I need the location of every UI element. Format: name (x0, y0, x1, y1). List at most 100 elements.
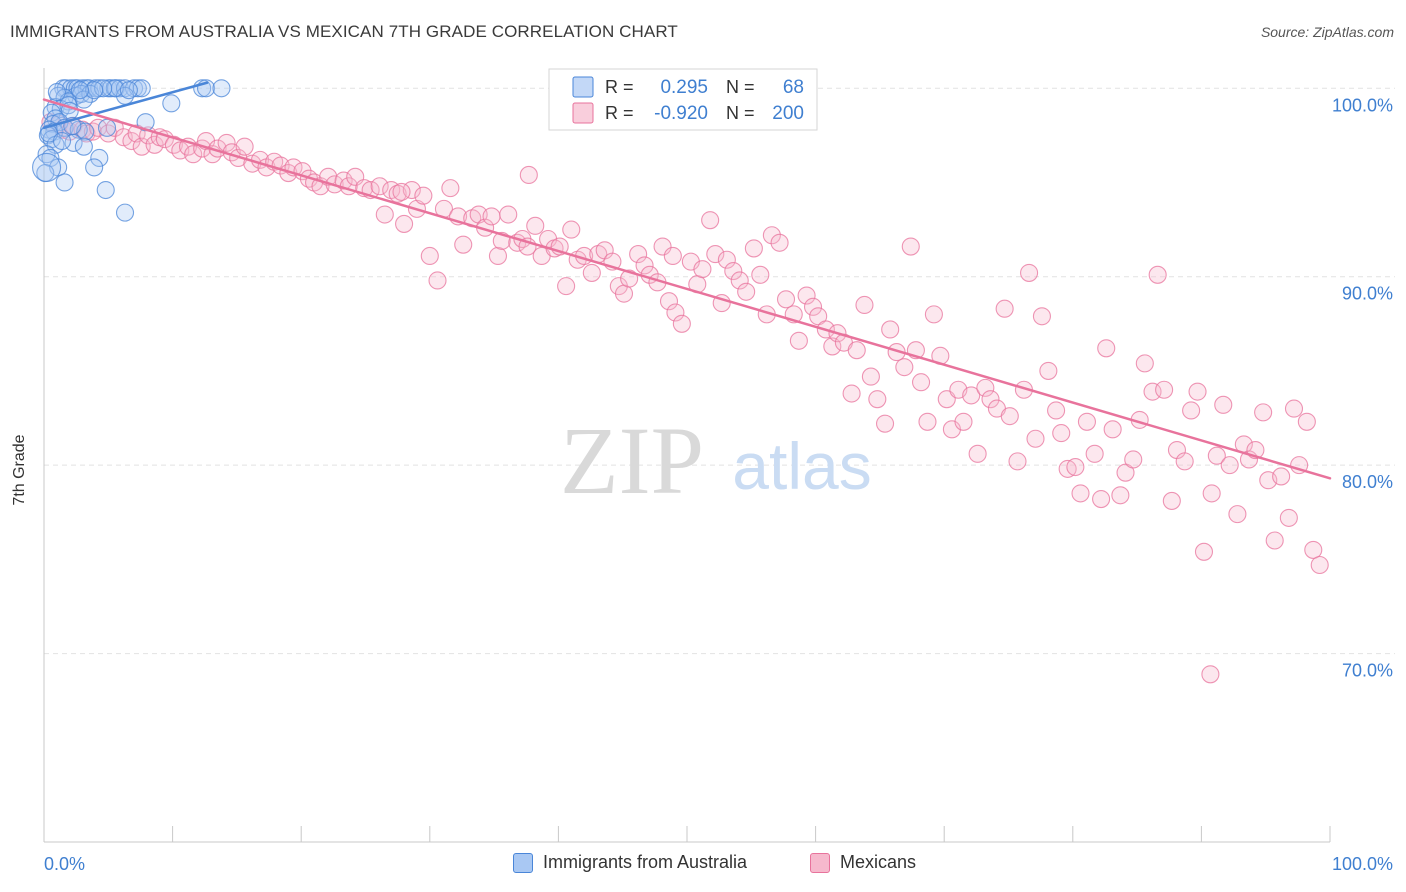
data-point-mexicans (895, 358, 914, 377)
data-point-mexicans (861, 367, 880, 386)
data-point-mexicans (562, 220, 581, 239)
watermark-atlas: atlas (732, 429, 871, 503)
data-point-mexicans (1265, 531, 1284, 550)
data-point-australia (162, 94, 181, 113)
data-point-mexicans (737, 282, 756, 301)
data-point-mexicans (1135, 354, 1154, 373)
legend-n-label-mexicans: N = (726, 103, 755, 123)
correlation-legend: R = 0.295 N = 68 R = -0.920 N = 200 (548, 68, 818, 131)
data-point-mexicans (1207, 446, 1226, 465)
legend-n-label-australia: N = (726, 77, 755, 97)
data-point-mexicans (1201, 665, 1220, 684)
x-tick-label: 100.0% (1332, 854, 1393, 874)
data-point-mexicans (414, 186, 433, 205)
data-point-mexicans (395, 214, 414, 233)
data-points (32, 79, 1329, 684)
data-point-mexicans (526, 216, 545, 235)
data-point-mexicans (482, 207, 501, 226)
series-legend-label-mexicans: Mexicans (840, 852, 917, 872)
data-point-mexicans (855, 295, 874, 315)
data-point-mexicans (1085, 444, 1104, 463)
data-point-mexicans (924, 305, 943, 324)
data-point-mexicans (1047, 401, 1066, 420)
data-point-mexicans (868, 390, 887, 409)
data-point-mexicans (954, 412, 973, 431)
legend-r-label-mexicans: R = (605, 103, 634, 123)
data-point-mexicans (635, 256, 654, 275)
data-point-mexicans (1026, 429, 1045, 448)
data-point-mexicans (1058, 459, 1077, 478)
data-point-mexicans (1071, 484, 1090, 503)
data-point-mexicans (717, 250, 736, 269)
data-point-mexicans (1220, 456, 1239, 475)
y-tick-label: 100.0% (1332, 95, 1393, 115)
data-point-mexicans (217, 133, 236, 152)
data-point-mexicans (730, 271, 749, 290)
data-point-australia (96, 180, 115, 200)
data-point-mexicans (454, 235, 473, 254)
data-point-mexicans (912, 373, 931, 392)
data-point-mexicans (184, 145, 203, 164)
data-point-mexicans (770, 233, 789, 252)
data-point-mexicans (842, 384, 861, 403)
data-point-mexicans (1077, 412, 1096, 431)
data-point-mexicans (557, 277, 576, 296)
chart-title: IMMIGRANTS FROM AUSTRALIA VS MEXICAN 7TH… (10, 22, 678, 41)
data-point-mexicans (629, 245, 648, 264)
tick-labels: 100.0% 90.0% 80.0% 70.0% 0.0% 100.0% (44, 95, 1393, 874)
data-point-mexicans (693, 260, 712, 279)
data-point-mexicans (995, 299, 1014, 318)
legend-frame (548, 68, 818, 131)
data-point-australia (115, 203, 135, 222)
data-point-mexicans (1000, 407, 1019, 426)
series-legend-item-mexicans[interactable]: Mexicans (810, 852, 916, 873)
legend-r-value-australia: 0.295 (660, 77, 708, 98)
legend-n-value-australia: 68 (783, 77, 804, 98)
data-point-mexicans (1188, 382, 1207, 401)
data-point-mexicans (582, 263, 601, 282)
data-point-mexicans (1214, 395, 1233, 414)
data-point-mexicans (1254, 403, 1273, 422)
data-point-mexicans (614, 284, 634, 303)
legend-n-value-mexicans: 200 (772, 103, 804, 124)
data-point-mexicans (1020, 263, 1039, 282)
trend-line-australia (42, 81, 209, 130)
data-point-mexicans (744, 239, 763, 258)
data-point-australia (52, 131, 72, 151)
data-point-australia (85, 81, 104, 100)
data-point-mexicans (918, 412, 937, 431)
data-point-mexicans (1097, 339, 1116, 358)
data-point-australia (47, 82, 66, 102)
data-point-mexicans (1103, 420, 1122, 439)
data-point-mexicans (1284, 399, 1304, 418)
y-tick-label: 80.0% (1342, 472, 1393, 492)
series-legend-label-australia: Immigrants from Australia (543, 852, 748, 872)
data-point-mexicans (428, 271, 447, 290)
data-point-mexicans (1310, 555, 1329, 575)
series-legend-item-australia[interactable]: Immigrants from Australia (513, 852, 747, 873)
data-point-mexicans (370, 177, 389, 196)
trend-line-mexicans (42, 98, 1332, 480)
data-point-mexicans (1162, 491, 1181, 510)
data-point-mexicans (666, 303, 685, 322)
data-point-mexicans (1092, 490, 1111, 509)
data-point-mexicans (1202, 484, 1221, 503)
data-point-mexicans (672, 314, 691, 333)
data-point-australia (119, 81, 138, 100)
data-point-mexicans (1304, 540, 1323, 559)
data-point-mexicans (235, 137, 254, 156)
data-point-mexicans (1194, 542, 1214, 561)
data-point-mexicans (962, 386, 981, 405)
data-point-mexicans (1066, 457, 1085, 477)
data-point-mexicans (762, 226, 781, 245)
data-point-australia (94, 79, 113, 98)
data-point-mexicans (881, 320, 900, 339)
chart-source: Source: ZipAtlas.com (1260, 24, 1394, 40)
trend-lines (42, 81, 1332, 480)
data-point-mexicans (1111, 486, 1130, 505)
data-point-mexicans (976, 378, 995, 397)
data-point-mexicans (441, 179, 460, 198)
y-tick-label: 90.0% (1342, 284, 1393, 304)
data-point-mexicans (875, 414, 895, 433)
